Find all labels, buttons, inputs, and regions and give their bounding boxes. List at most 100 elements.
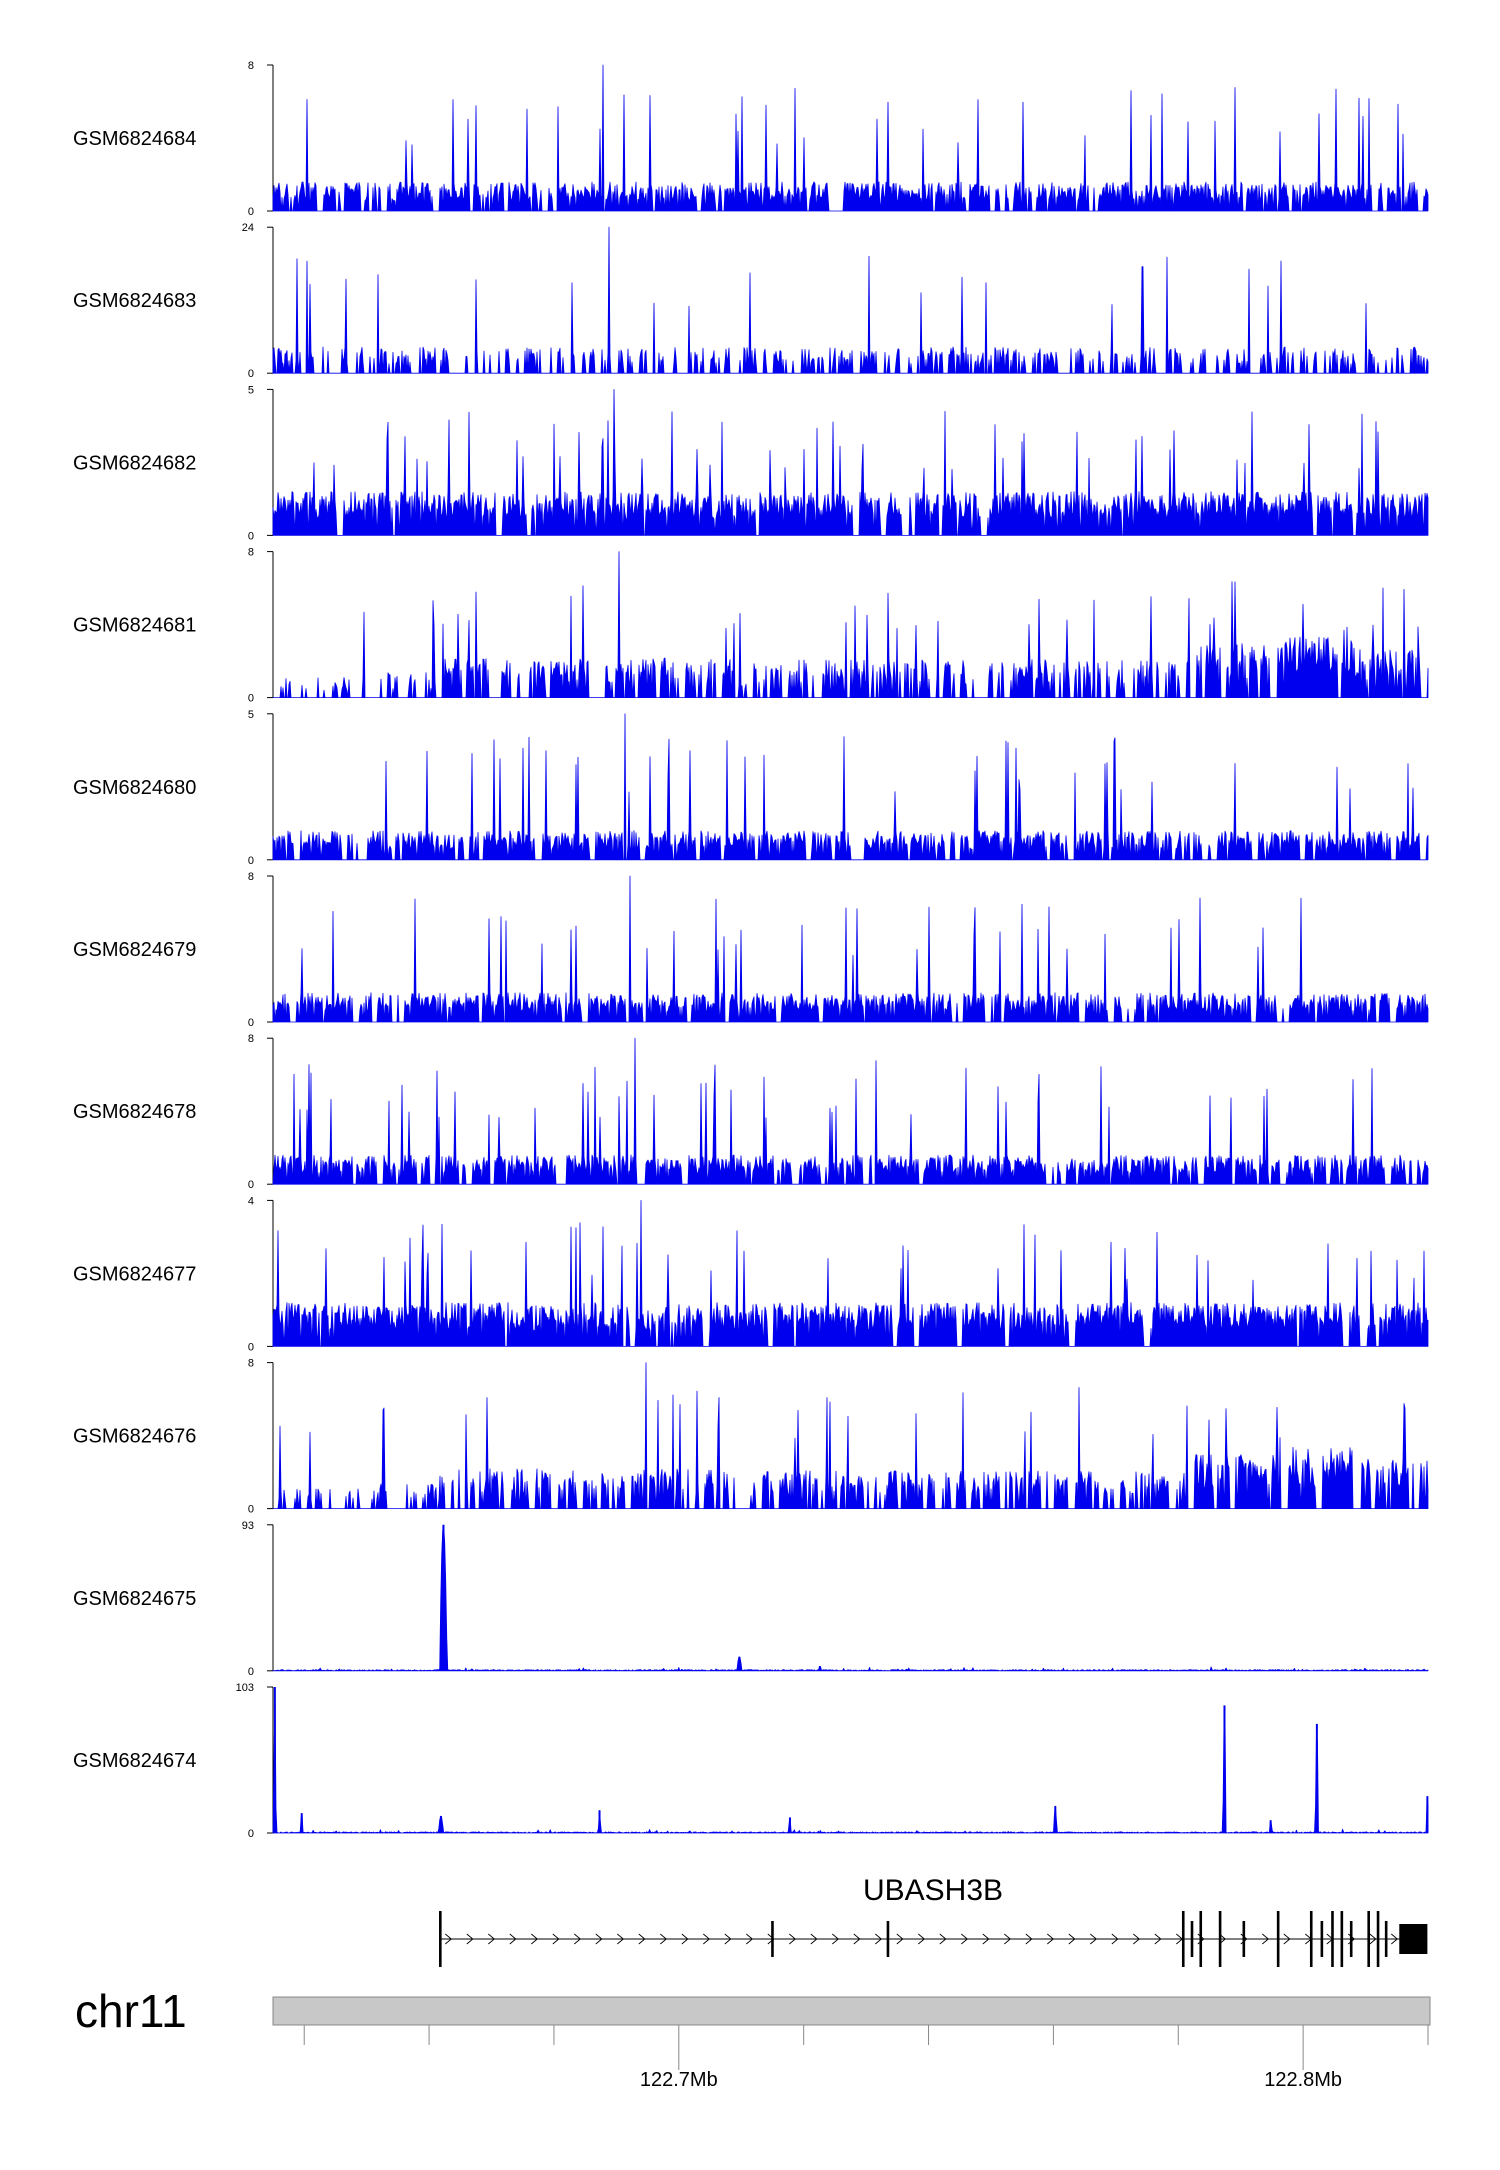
track-GSM6824678: GSM6824678 8 0 [73,1033,1429,1191]
strand-arrow [703,1933,711,1945]
exon [1376,1911,1380,1967]
strand-arrow [445,1933,453,1945]
exon [439,1911,442,1967]
strand-arrow [810,1933,818,1945]
y-max-label: 4 [248,1195,254,1207]
strand-arrow [1004,1933,1012,1945]
track-name-label: GSM6824676 [73,1426,196,1448]
y-min-label: 0 [248,1666,254,1678]
strand-arrow [1047,1933,1055,1945]
strand-arrow [746,1933,754,1945]
strand-arrow [1090,1933,1098,1945]
gene-model-track: UBASH3B [439,1874,1428,1967]
exon [1331,1911,1334,1967]
strand-arrow [875,1933,883,1945]
track-name-label: GSM6824675 [73,1588,196,1610]
exon [1276,1911,1280,1967]
track-GSM6824681: GSM6824681 8 0 [73,547,1429,705]
gene-name-label: UBASH3B [863,1874,1003,1907]
strand-arrow [1369,1933,1377,1945]
strand-arrow [832,1933,840,1945]
track-name-label: GSM6824677 [73,1263,196,1285]
y-min-label: 0 [248,1017,254,1029]
strand-arrow [767,1933,775,1945]
exon [771,1921,774,1957]
exon [1242,1921,1246,1957]
strand-arrow [1262,1933,1270,1945]
coverage-area [272,1200,1429,1347]
exon [1199,1911,1203,1967]
y-min-label: 0 [248,1504,254,1516]
strand-arrow [918,1933,926,1945]
coverage-tracks: GSM682468480GSM6824683240GSM682468250GSM… [73,60,1429,1840]
strand-arrow [595,1933,603,1945]
strand-arrow [1391,1933,1399,1945]
strand-arrow [660,1933,668,1945]
y-min-label: 0 [248,206,254,218]
strand-arrow [724,1933,732,1945]
y-max-label: 24 [242,222,254,234]
exon [1309,1911,1313,1967]
strand-arrow [574,1933,582,1945]
track-GSM6824683: GSM6824683 24 0 [73,222,1429,380]
strand-arrow [982,1933,990,1945]
y-max-label: 8 [248,547,254,559]
track-name-label: GSM6824674 [73,1750,196,1772]
coverage-area [272,1525,1429,1672]
track-GSM6824680: GSM6824680 5 0 [73,709,1429,867]
strand-arrow [1068,1933,1076,1945]
strand-arrow [853,1933,861,1945]
y-max-label: 8 [248,1033,254,1045]
y-max-label: 5 [248,384,254,396]
exon [1320,1921,1324,1957]
exon [1340,1911,1344,1967]
track-GSM6824682: GSM6824682 5 0 [73,384,1429,542]
track-name-label: GSM6824680 [73,777,196,799]
y-max-label: 5 [248,709,254,721]
strand-arrow [531,1933,539,1945]
y-max-label: 93 [242,1520,254,1532]
exon [1190,1921,1194,1957]
y-min-label: 0 [248,693,254,705]
track-GSM6824684: GSM6824684 8 0 [73,60,1429,218]
chromosome-label: chr11 [75,1985,187,2037]
y-min-label: 0 [248,855,254,867]
strand-arrow [638,1933,646,1945]
strand-arrow [617,1933,625,1945]
strand-arrow [466,1933,474,1945]
strand-arrow [1025,1933,1033,1945]
y-max-label: 8 [248,60,254,72]
exon [1367,1911,1370,1967]
y-min-label: 0 [248,368,254,380]
exon [1349,1921,1353,1957]
strand-arrow [939,1933,947,1945]
track-GSM6824675: GSM6824675 93 0 [73,1520,1429,1678]
track-name-label: GSM6824683 [73,290,196,312]
y-min-label: 0 [248,530,254,542]
chromosome-ideogram: chr11 [75,1985,1431,2037]
y-max-label: 8 [248,871,254,883]
strand-arrow [1154,1933,1162,1945]
y-max-label: 103 [236,1682,254,1694]
coverage-area [272,713,1429,861]
y-min-label: 0 [248,1179,254,1191]
track-name-label: GSM6824679 [73,939,196,961]
track-name-label: GSM6824678 [73,1101,196,1123]
chromosome-bar [272,1996,1431,2026]
strand-arrow [681,1933,689,1945]
strand-arrow [509,1933,517,1945]
track-name-label: GSM6824682 [73,452,196,474]
track-name-label: GSM6824681 [73,615,196,637]
y-min-label: 0 [248,1341,254,1353]
strand-arrow [1133,1933,1141,1945]
coverage-area [272,226,1429,374]
coverage-area [272,389,1429,536]
exon [1181,1911,1185,1967]
track-name-label: GSM6824684 [73,128,196,150]
track-GSM6824676: GSM6824676 8 0 [73,1358,1429,1516]
strand-arrow [1283,1933,1291,1945]
coverage-area [272,551,1429,698]
y-min-label: 0 [248,1828,254,1840]
axis-tick-label: 122.7Mb [640,2069,718,2091]
